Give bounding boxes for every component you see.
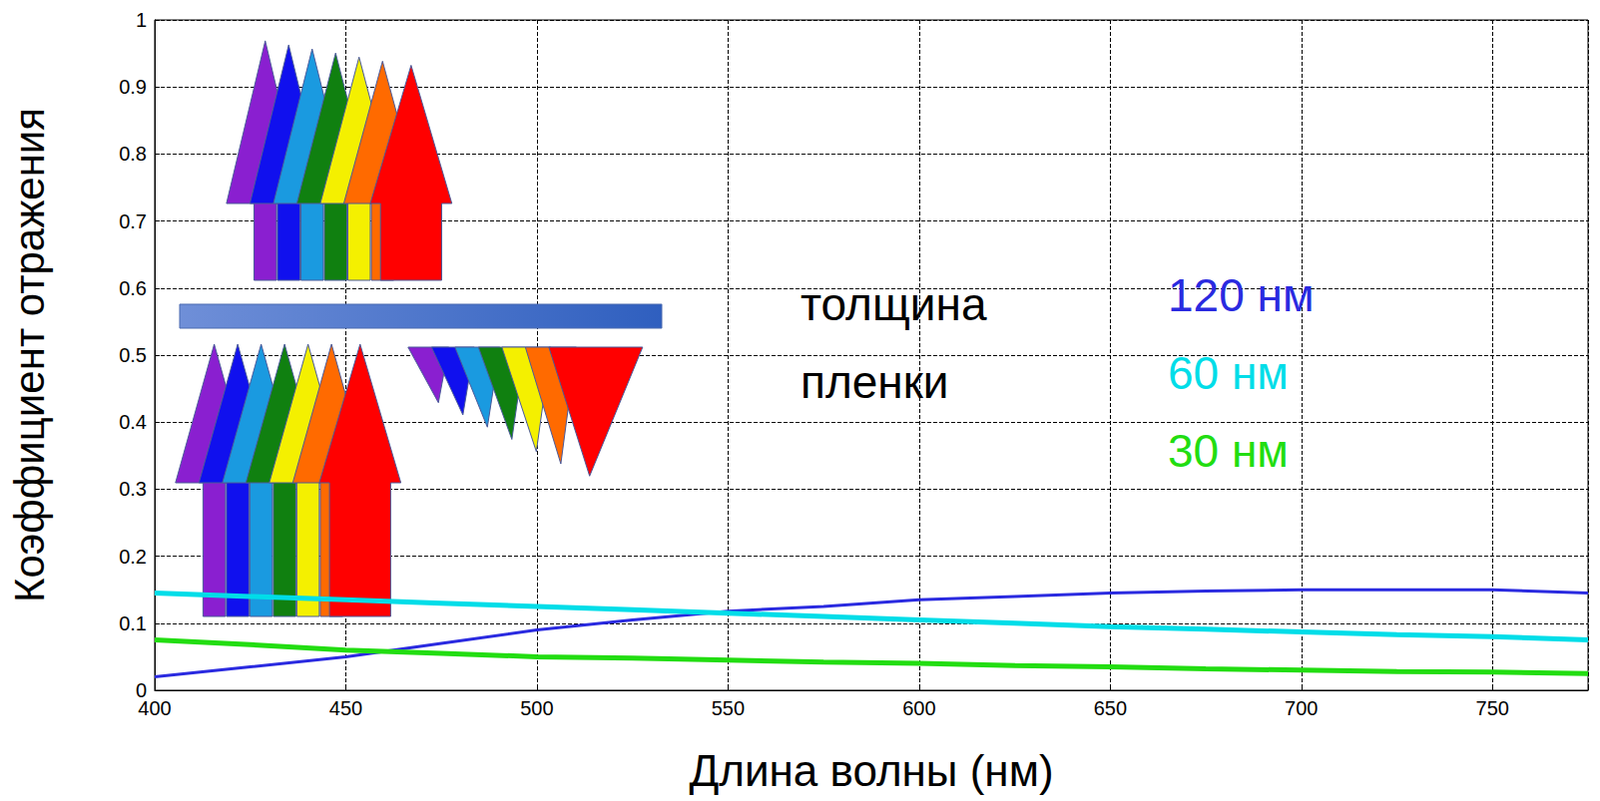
svg-text:0.7: 0.7 — [118, 210, 147, 233]
svg-text:0.5: 0.5 — [118, 344, 147, 367]
svg-text:550: 550 — [711, 697, 745, 720]
svg-text:400: 400 — [137, 697, 171, 720]
svg-text:Коэффициент отражения: Коэффициент отражения — [5, 107, 53, 603]
svg-text:120 нм: 120 нм — [1167, 269, 1315, 322]
svg-text:700: 700 — [1284, 697, 1318, 720]
svg-text:0.2: 0.2 — [118, 545, 147, 568]
svg-text:30 нм: 30 нм — [1167, 425, 1289, 478]
svg-text:60 нм: 60 нм — [1167, 347, 1289, 400]
svg-text:Длина волны (нм): Длина волны (нм) — [688, 746, 1054, 796]
svg-text:0: 0 — [135, 679, 147, 702]
svg-text:0.9: 0.9 — [118, 75, 147, 98]
svg-text:0.1: 0.1 — [118, 612, 147, 635]
svg-text:0.3: 0.3 — [118, 478, 147, 501]
svg-text:450: 450 — [329, 697, 363, 720]
svg-text:750: 750 — [1476, 697, 1510, 720]
svg-text:толщина: толщина — [800, 278, 988, 331]
svg-text:500: 500 — [520, 697, 553, 720]
svg-text:1: 1 — [135, 8, 147, 31]
svg-text:0.6: 0.6 — [118, 277, 147, 300]
svg-text:пленки: пленки — [800, 356, 950, 409]
svg-text:600: 600 — [902, 697, 936, 720]
svg-text:0.8: 0.8 — [118, 142, 147, 165]
svg-text:650: 650 — [1093, 697, 1127, 720]
svg-text:0.4: 0.4 — [118, 411, 147, 434]
